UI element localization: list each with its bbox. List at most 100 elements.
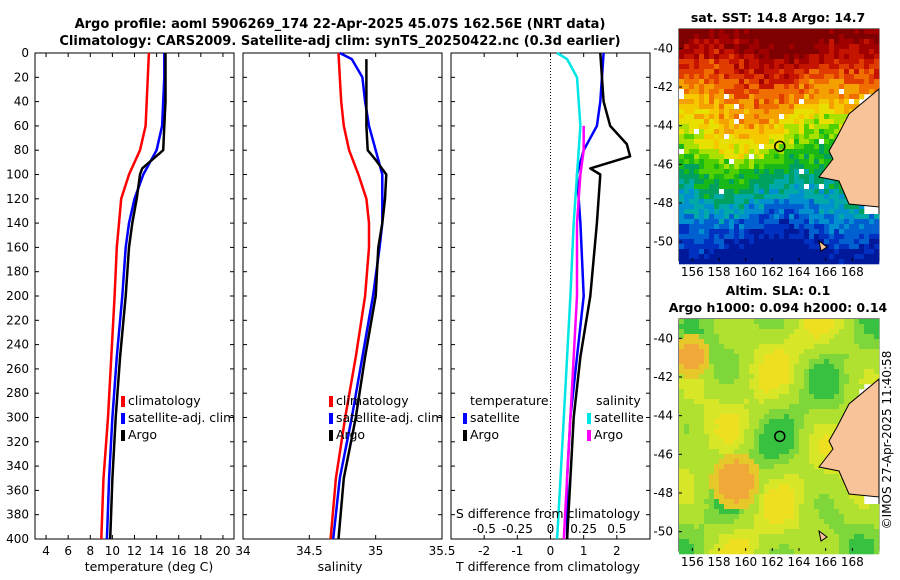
map-cell (779, 254, 785, 260)
map-cell (769, 39, 775, 45)
map-cell (754, 409, 760, 415)
map-cell (804, 409, 810, 415)
map-cell (814, 119, 820, 125)
map-cell (789, 549, 795, 555)
map-cell (774, 389, 780, 395)
map-cell (859, 249, 865, 255)
map-cell (854, 549, 860, 555)
map-cell (839, 64, 845, 70)
map-cell (829, 249, 835, 255)
map-cell (804, 224, 810, 230)
map-cell (719, 409, 725, 415)
map-cell (784, 434, 790, 440)
map-cell (829, 59, 835, 65)
map-cell (699, 84, 705, 90)
map-cell (724, 59, 730, 65)
map-cell (724, 509, 730, 515)
map-cell (729, 189, 735, 195)
map-cell (719, 344, 725, 350)
map-cell (679, 134, 685, 140)
map-cell (834, 49, 840, 55)
map-cell (744, 204, 750, 210)
map-cell (839, 219, 845, 225)
map-cell (739, 239, 745, 245)
map-cell (794, 209, 800, 215)
map-cell (754, 534, 760, 540)
map-cell (804, 344, 810, 350)
map-cell (724, 514, 730, 520)
map-cell (679, 404, 685, 410)
map-cell (769, 459, 775, 465)
map-cell (759, 194, 765, 200)
map-cell (824, 234, 830, 240)
map-cell (849, 344, 855, 350)
map-cell (779, 374, 785, 380)
map-cell (789, 194, 795, 200)
map-cell (804, 434, 810, 440)
map-cell (759, 449, 765, 455)
map-cell (854, 529, 860, 535)
map-cell (714, 94, 720, 100)
map-cell (809, 474, 815, 480)
map-cell (699, 139, 705, 145)
map-cell (844, 404, 850, 410)
map-cell (784, 494, 790, 500)
map-cell (794, 494, 800, 500)
map-cell (834, 124, 840, 130)
map-cell (804, 469, 810, 475)
map-cell (729, 119, 735, 125)
map-cell (809, 129, 815, 135)
map-cell (784, 329, 790, 335)
map-cell (814, 439, 820, 445)
map-cell (809, 89, 815, 95)
map-cell (774, 529, 780, 535)
map-cell (749, 349, 755, 355)
map-cell (724, 189, 730, 195)
map-cell (809, 479, 815, 485)
map-cell (684, 34, 690, 40)
map-cell (774, 464, 780, 470)
map-cell (679, 324, 685, 330)
map-cell (689, 44, 695, 50)
map-cell (744, 439, 750, 445)
map-cell (699, 194, 705, 200)
map-cell (774, 319, 780, 325)
map-cell (739, 229, 745, 235)
map-cell (739, 224, 745, 230)
map-cell (739, 544, 745, 550)
map-cell (679, 114, 685, 120)
map-cell (859, 34, 865, 40)
map-cell (789, 79, 795, 85)
map-cell (744, 154, 750, 160)
map-cell (729, 384, 735, 390)
map-cell (759, 399, 765, 405)
map-cell (824, 344, 830, 350)
map-cell (699, 464, 705, 470)
map-cell (814, 39, 820, 45)
map-cell (819, 414, 825, 420)
map-cell (739, 409, 745, 415)
map-cell (719, 459, 725, 465)
map-cell (719, 79, 725, 85)
map-cell (784, 464, 790, 470)
map-cell (789, 469, 795, 475)
map-cell (799, 454, 805, 460)
map-cell (869, 249, 875, 255)
map-cell (759, 414, 765, 420)
map-cell (819, 74, 825, 80)
map-cell (799, 94, 805, 100)
x-tick-label: 168 (841, 265, 864, 279)
map-cell (804, 234, 810, 240)
map-cell (864, 379, 870, 385)
map-cell (769, 444, 775, 450)
map-cell (744, 464, 750, 470)
map-cell (809, 369, 815, 375)
legend-label: satellite (470, 410, 520, 425)
map-cell (734, 54, 740, 60)
map-cell (859, 29, 865, 35)
map-cell (714, 234, 720, 240)
map-cell (794, 214, 800, 220)
map-cell (864, 54, 870, 60)
map-cell (774, 514, 780, 520)
map-cell (714, 449, 720, 455)
